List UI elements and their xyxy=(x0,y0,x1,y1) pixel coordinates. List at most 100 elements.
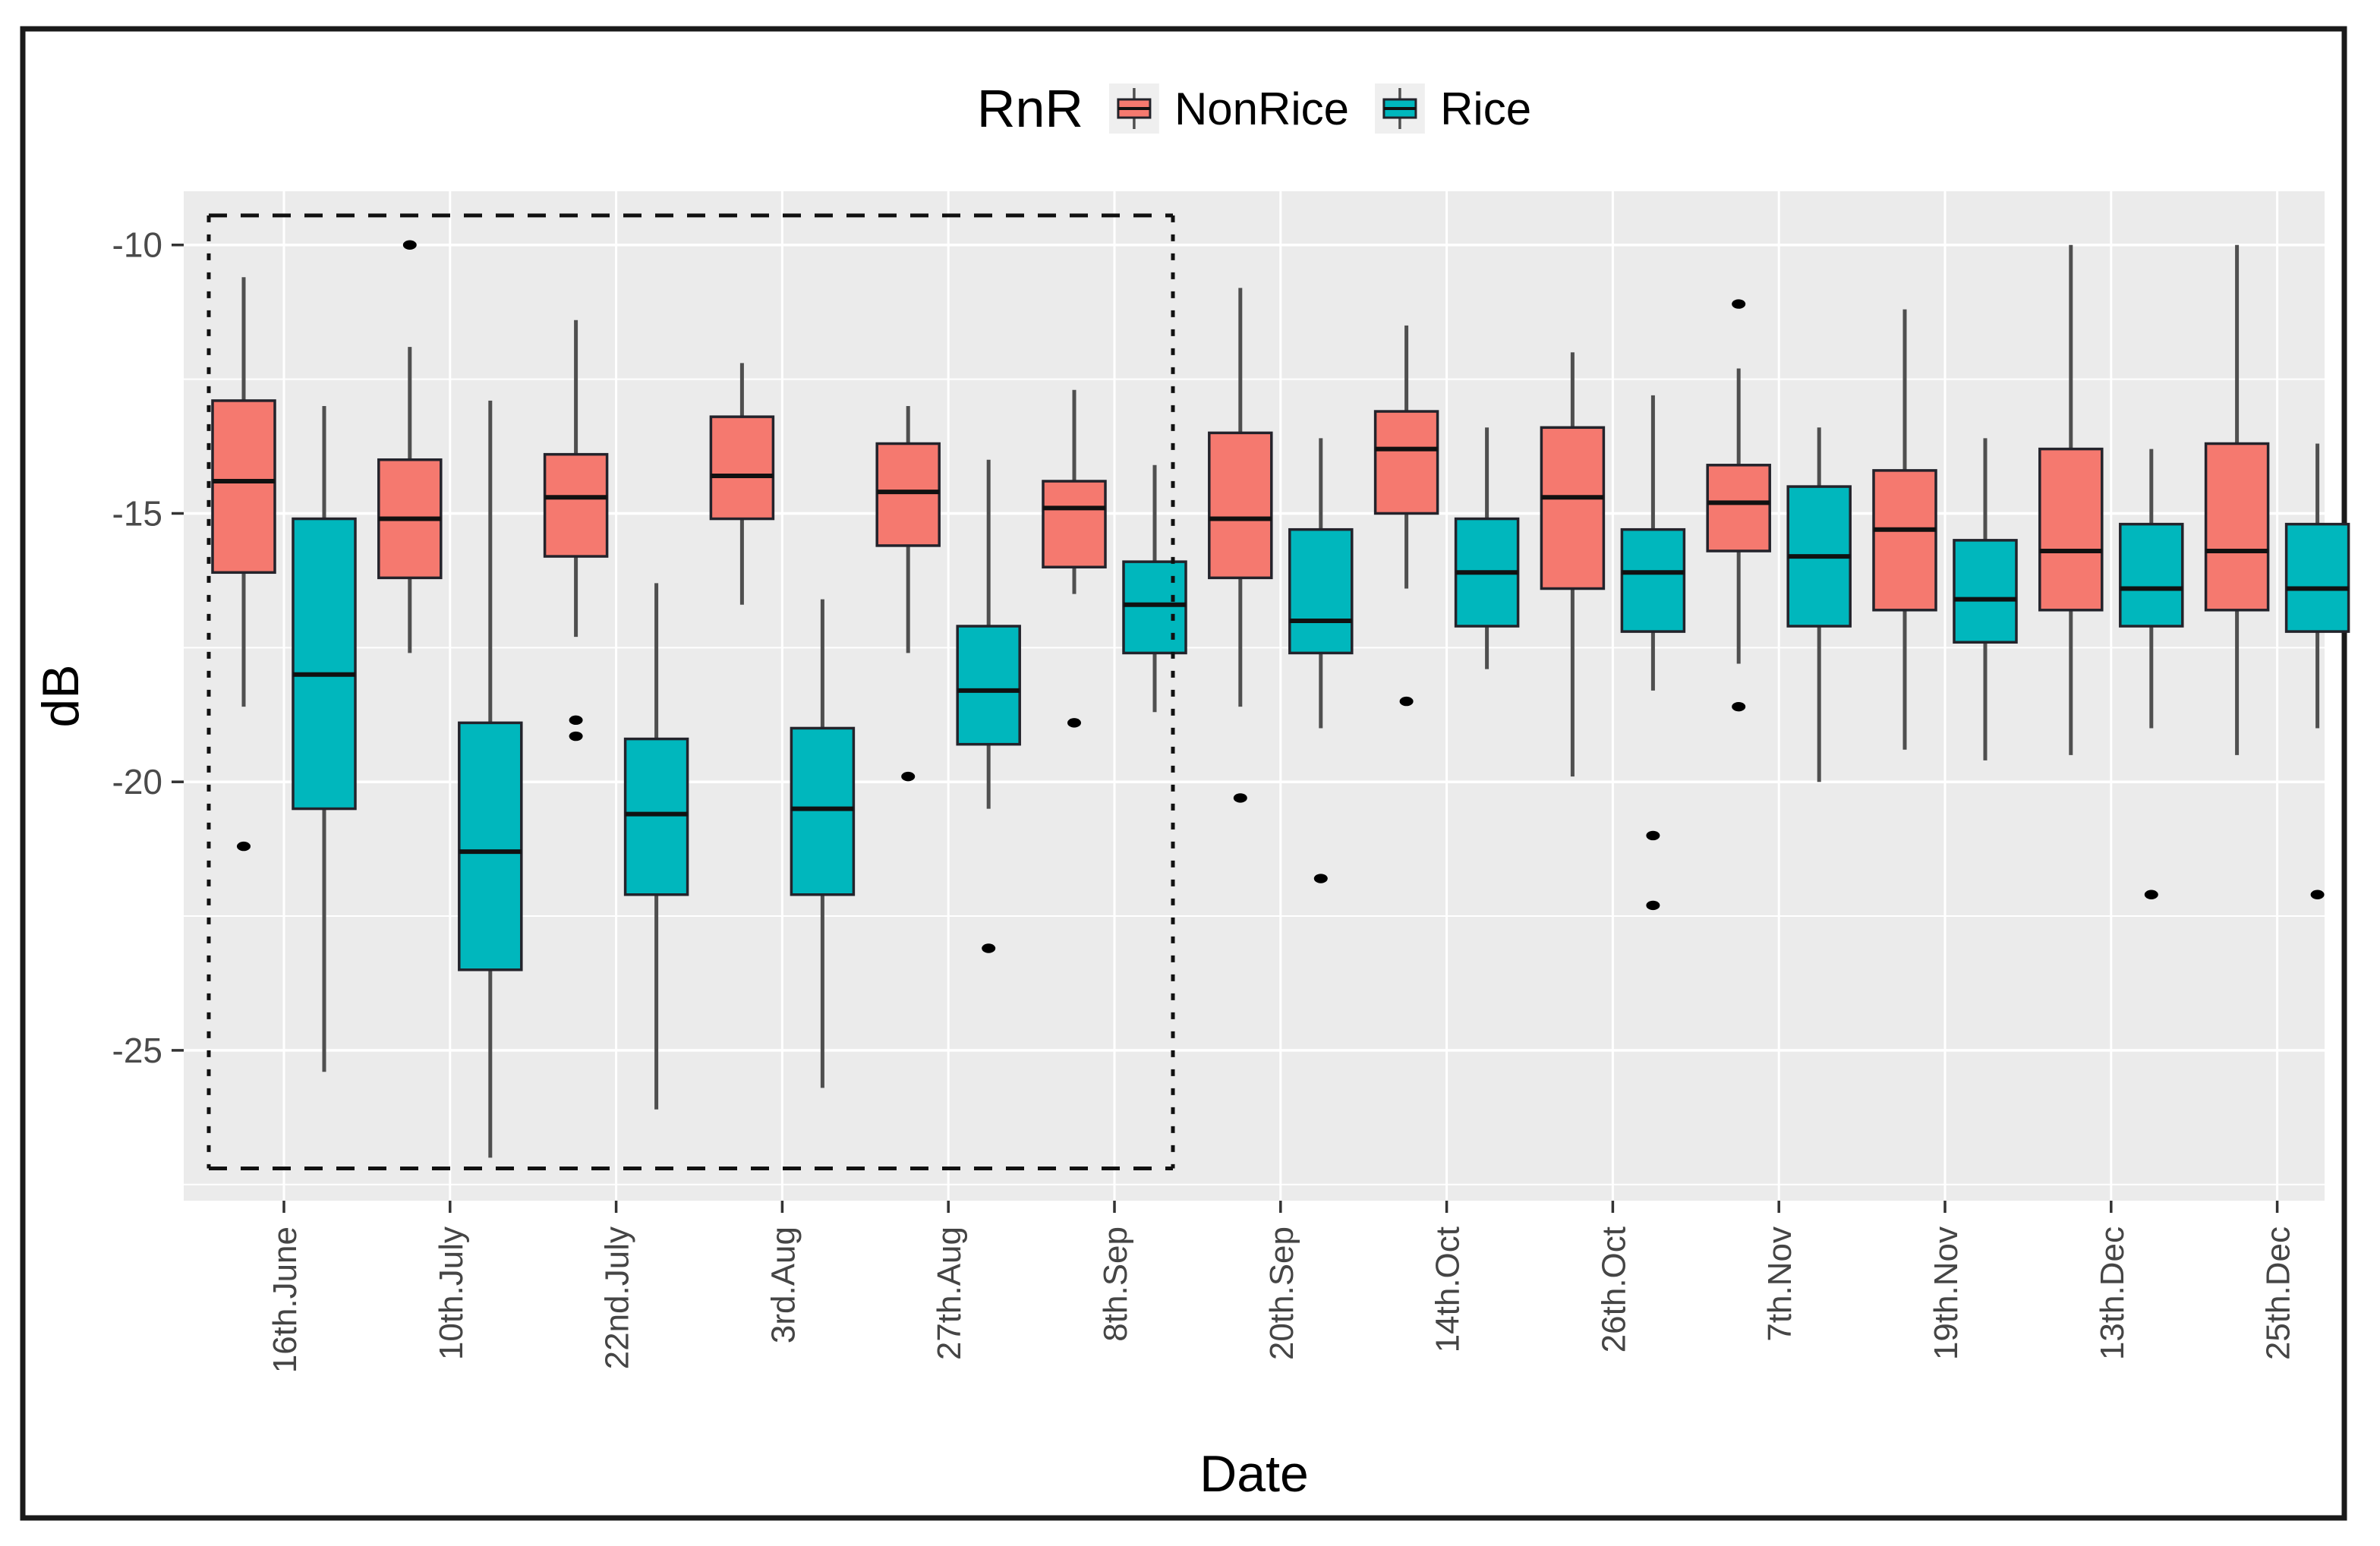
x-tick-label: 26th.Oct xyxy=(1595,1226,1632,1352)
iqr-box xyxy=(2284,522,2350,633)
x-tick-label: 22nd.July xyxy=(599,1226,636,1369)
iqr-box xyxy=(1042,480,1107,568)
outlier-point xyxy=(1233,793,1247,803)
gridlines-minor xyxy=(184,378,2325,1185)
outlier-point xyxy=(402,240,417,250)
iqr-box xyxy=(2038,447,2104,612)
legend-key-boxplot-icon xyxy=(1108,83,1159,134)
iqr-box xyxy=(956,625,1021,746)
outlier-point xyxy=(1646,830,1660,841)
iqr-box xyxy=(458,721,523,971)
x-tick-label: 20th.Sep xyxy=(1263,1226,1300,1360)
iqr-box xyxy=(2119,522,2184,628)
x-tick-label: 7th.Nov xyxy=(1761,1226,1798,1342)
outlier-point xyxy=(569,731,583,742)
box-10th.July-Rice xyxy=(458,400,523,1158)
legend: RnR NonRice Rice xyxy=(977,78,1531,139)
iqr-box xyxy=(709,415,775,521)
box-22nd.July-Rice xyxy=(623,583,689,1110)
outlier-point xyxy=(1732,299,1746,309)
box-27th.Aug-Rice xyxy=(956,459,1021,953)
outlier-point xyxy=(2310,890,2325,899)
series-Rice xyxy=(292,395,2350,1158)
outlier-point xyxy=(1313,874,1328,883)
box-26th.Oct-Rice xyxy=(1620,395,1686,911)
x-tick-label: 16th.June xyxy=(266,1226,304,1373)
iqr-box xyxy=(1288,527,1354,655)
box-7th.Nov-NonRice xyxy=(1706,299,1771,712)
box-3rd.Aug-NonRice xyxy=(709,363,775,605)
box-16th.June-NonRice xyxy=(211,277,276,852)
iqr-box xyxy=(1122,560,1187,655)
iqr-box xyxy=(292,517,357,811)
iqr-box xyxy=(623,737,689,896)
box-25th.Dec-Rice xyxy=(2284,443,2350,899)
box-14th.Oct-NonRice xyxy=(1373,325,1439,707)
outlier-point xyxy=(2144,890,2158,899)
iqr-box xyxy=(1706,464,1771,553)
iqr-box xyxy=(543,452,609,558)
box-8th.Sep-Rice xyxy=(1122,464,1187,713)
box-26th.Oct-NonRice xyxy=(1540,352,1606,777)
box-19th.Nov-Rice xyxy=(1953,438,2018,760)
iqr-box xyxy=(1540,426,1606,590)
box-14th.Oct-Rice xyxy=(1454,427,1520,669)
x-tick-label: 8th.Sep xyxy=(1097,1226,1134,1342)
y-tick-label: -20 xyxy=(112,762,162,801)
iqr-box xyxy=(1373,410,1439,515)
box-25th.Dec-NonRice xyxy=(2204,244,2270,755)
x-tick-label: 10th.July xyxy=(433,1226,470,1360)
legend-entry-Rice: Rice xyxy=(1375,83,1531,135)
outlier-point xyxy=(569,715,583,726)
outlier-point xyxy=(1646,900,1660,911)
box-13th.Dec-NonRice xyxy=(2038,244,2104,755)
box-7th.Nov-Rice xyxy=(1786,427,1852,782)
box-19th.Nov-NonRice xyxy=(1872,309,1937,750)
box-8th.Sep-NonRice xyxy=(1042,389,1107,728)
iqr-box xyxy=(1208,431,1273,580)
x-tick-label: 25th.Dec xyxy=(2260,1226,2297,1360)
x-tick-label: 27th.Aug xyxy=(931,1226,968,1360)
iqr-box xyxy=(875,442,941,547)
figure-border xyxy=(20,26,2347,1521)
box-13th.Dec-Rice xyxy=(2119,449,2184,899)
legend-key-boxplot-icon xyxy=(1375,83,1426,134)
iqr-box xyxy=(1953,539,2018,644)
x-axis-title: Date xyxy=(1199,1445,1309,1503)
gridlines-major xyxy=(184,191,2325,1201)
outlier-point xyxy=(982,943,996,953)
x-tick-label: 3rd.Aug xyxy=(764,1226,802,1343)
iqr-box xyxy=(1620,527,1686,633)
iqr-box xyxy=(790,726,856,896)
series-NonRice xyxy=(211,240,2270,852)
iqr-box xyxy=(1872,469,1937,612)
axis-ticks: -10 -15 -20 -25 16th.June 10th.July 22nd.July 3… xyxy=(112,225,2297,1374)
x-tick-label: 14th.Oct xyxy=(1430,1226,1467,1352)
highlight-dashed-box xyxy=(206,213,1175,1171)
box-22nd.July-NonRice xyxy=(543,320,609,742)
legend-entry-NonRice: NonRice xyxy=(1108,83,1350,135)
outlier-point xyxy=(1399,696,1414,707)
x-tick-label: 19th.Nov xyxy=(1928,1226,1965,1360)
y-axis-title: dB xyxy=(32,664,90,728)
outlier-point xyxy=(1732,701,1746,712)
box-16th.June-Rice xyxy=(292,405,357,1072)
legend-label: Rice xyxy=(1440,83,1532,134)
legend-title: RnR xyxy=(976,79,1083,138)
box-20th.Sep-NonRice xyxy=(1208,288,1273,803)
y-tick-label: -10 xyxy=(112,225,162,265)
iqr-box xyxy=(211,399,276,575)
outlier-point xyxy=(901,771,916,782)
box-20th.Sep-Rice xyxy=(1288,438,1354,883)
y-tick-label: -25 xyxy=(112,1031,162,1070)
box-10th.July-NonRice xyxy=(377,240,443,653)
box-27th.Aug-NonRice xyxy=(875,405,941,782)
legend-label: NonRice xyxy=(1174,83,1350,134)
x-tick-label: 13th.Dec xyxy=(2094,1226,2131,1360)
plot-panel xyxy=(184,191,2325,1201)
box-3rd.Aug-Rice xyxy=(790,599,856,1088)
outlier-point xyxy=(1067,718,1081,728)
outlier-point xyxy=(237,841,251,852)
